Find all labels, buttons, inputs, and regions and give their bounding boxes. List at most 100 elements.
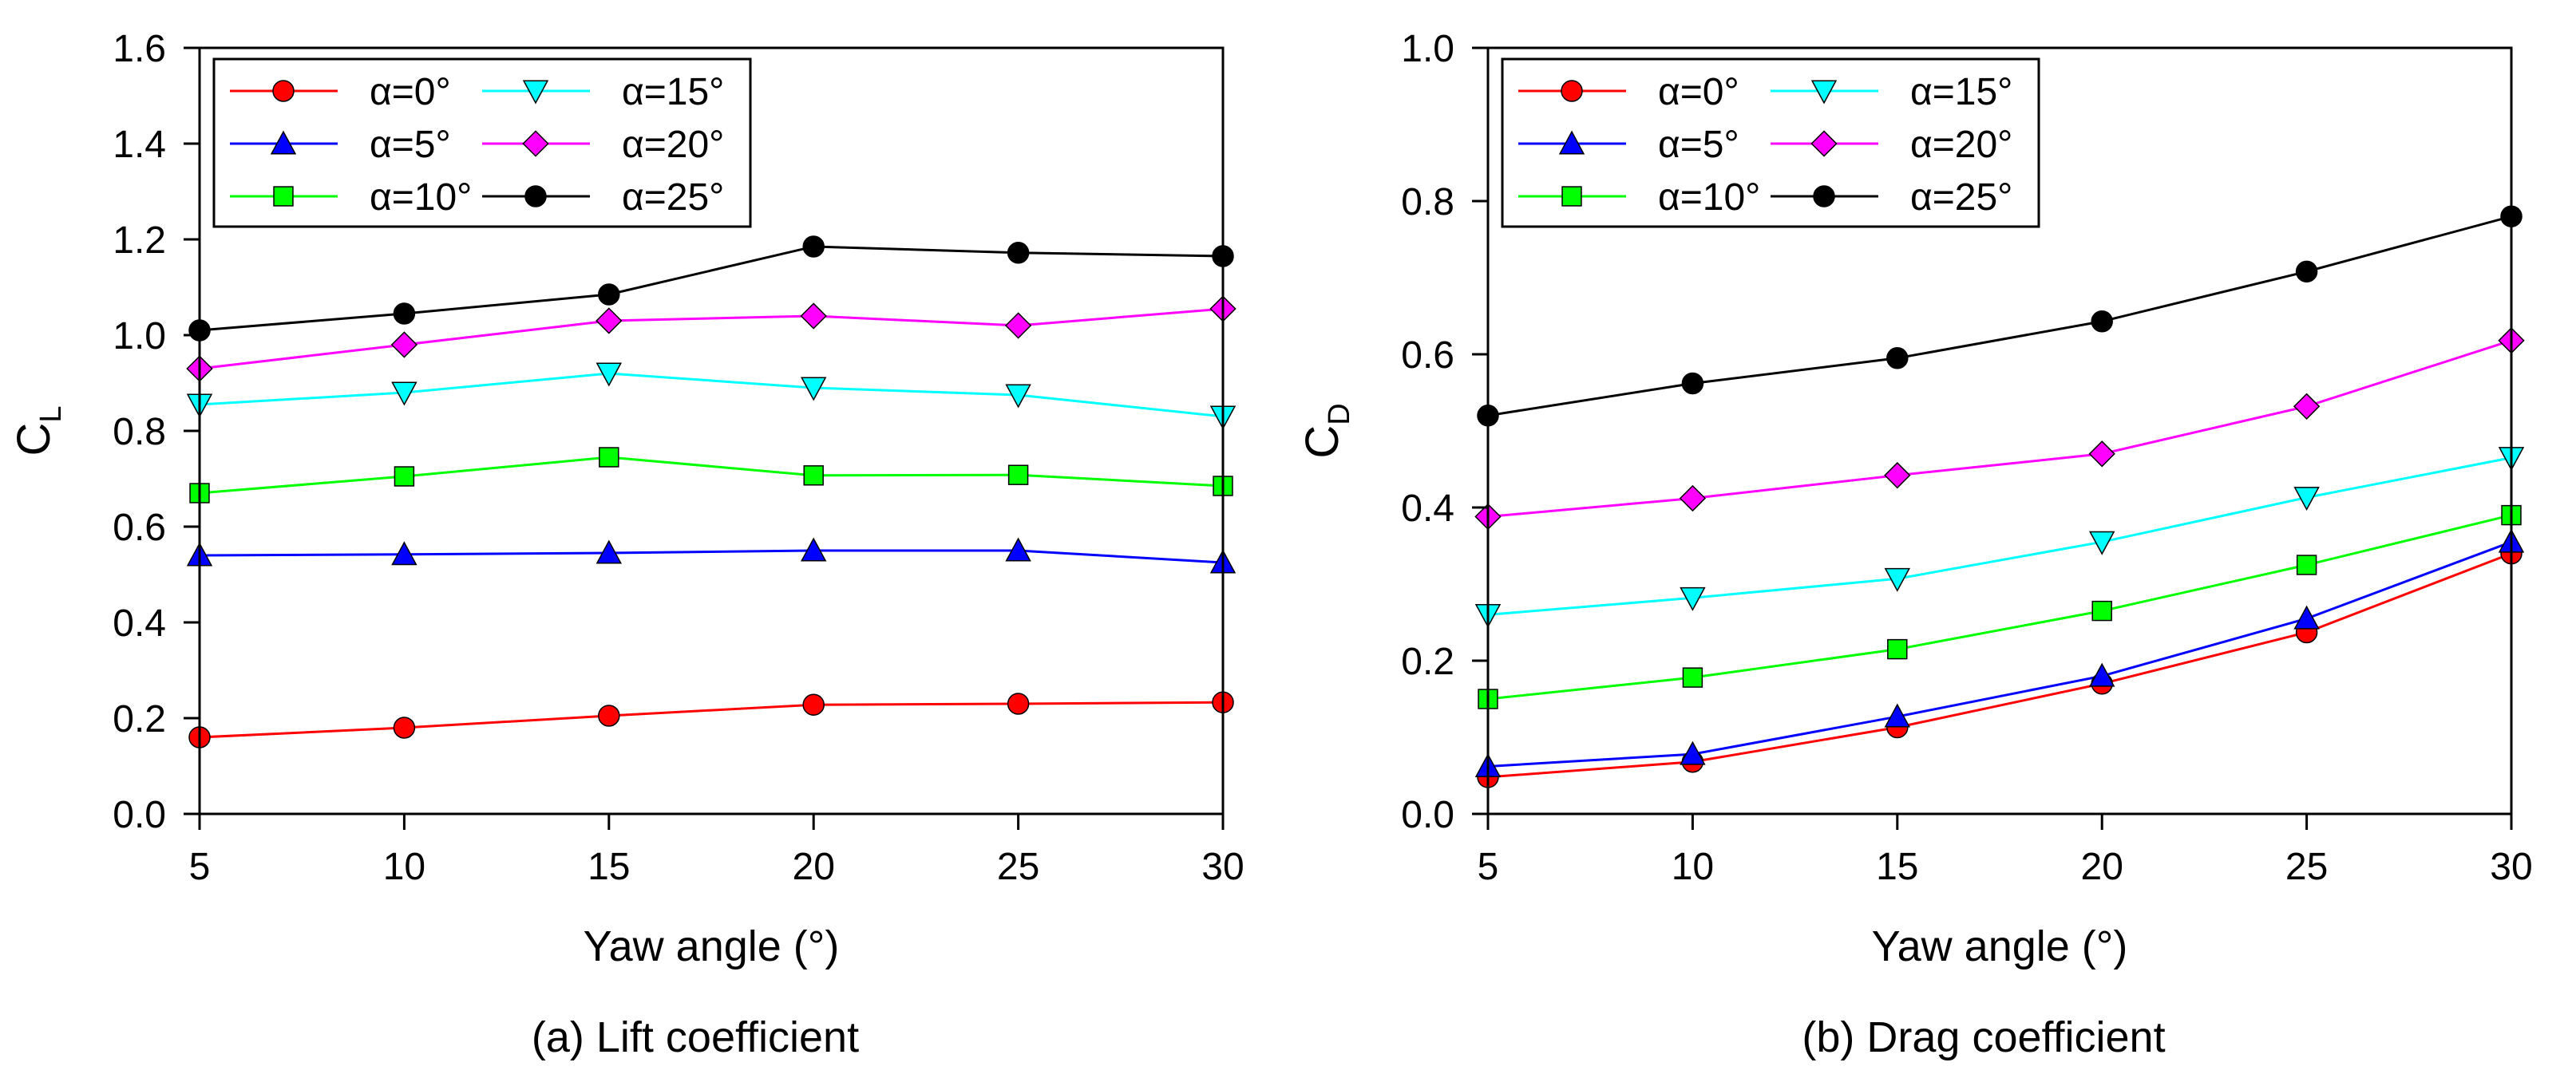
drag-data-point-3-4 <box>2293 487 2320 511</box>
drag-plot-area <box>1474 205 2525 788</box>
drag-legend-marker-4 <box>1810 130 1838 157</box>
drag-y-tick-label-3: 0.6 <box>1401 334 1454 377</box>
lift-data-point-4-1 <box>390 331 418 358</box>
drag-data-point-5-2 <box>1886 347 1909 369</box>
drag-y-tick-label-5: 1.0 <box>1401 28 1454 70</box>
drag-x-tick-label-3: 20 <box>2081 846 2123 888</box>
lift-data-point-2-4 <box>1007 464 1029 485</box>
lift-data-point-1-2 <box>596 539 623 564</box>
drag-series-line-3 <box>1487 456 2512 616</box>
lift-data-point-3-2 <box>596 362 623 387</box>
drag-data-point-1-3 <box>2088 662 2115 687</box>
drag-legend-label-1: α=5° <box>1658 124 1739 166</box>
lift-data-point-4-2 <box>596 307 623 334</box>
lift-legend-marker-0 <box>272 80 295 102</box>
lift-coefficient-chart: 5 10 15 20 25 30 0.0 0.2 0.4 0.6 0.8 1.0 1.2 1.4 1.6 Ya… <box>0 0 1288 1082</box>
lift-x-tick-label-5: 30 <box>1201 846 1244 888</box>
lift-data-point-0-1 <box>393 717 416 739</box>
drag-plot-frame <box>1486 46 2513 815</box>
lift-legend-label-1: α=5° <box>370 124 451 166</box>
drag-series-line-5 <box>1487 215 2512 417</box>
drag-data-point-3-1 <box>1680 586 1706 611</box>
lift-y-tick-label-7: 1.4 <box>113 124 166 166</box>
drag-data-point-2-4 <box>2296 555 2317 575</box>
drag-legend: α=0° α=5° α=10° α=15° α=20° α=25° <box>1501 57 2040 228</box>
lift-data-point-0-3 <box>802 693 825 716</box>
drag-legend-marker-5 <box>1813 185 1835 207</box>
lift-legend-marker-1 <box>270 130 297 155</box>
drag-data-point-3-3 <box>2088 531 2115 555</box>
drag-legend-marker-0 <box>1561 80 1583 102</box>
lift-y-tick-label-5: 1.0 <box>113 315 166 357</box>
drag-x-axis-label: Yaw angle (°) <box>1872 922 2128 970</box>
drag-legend-marker-1 <box>1558 130 1585 155</box>
lift-y-tick-label-1: 0.2 <box>113 698 166 740</box>
lift-x-tick-label-0: 5 <box>189 846 211 888</box>
lift-y-tick-label-4: 0.8 <box>113 411 166 453</box>
lift-series-line-2 <box>199 456 1224 495</box>
lift-y-tick-label-6: 1.2 <box>113 219 166 262</box>
lift-data-point-4-4 <box>1004 312 1032 339</box>
lift-legend-marker-4 <box>522 130 549 157</box>
drag-legend-marker-2 <box>1561 186 1582 207</box>
drag-series-line-2 <box>1487 514 2512 701</box>
lift-x-tick-label-1: 10 <box>383 846 425 888</box>
lift-data-point-1-3 <box>800 537 827 562</box>
drag-chart-svg: 5 10 15 20 25 30 0.0 0.2 0.4 0.6 0.8 1.0 Yaw angle (… <box>1296 28 2533 1061</box>
lift-data-point-3-1 <box>391 381 417 406</box>
drag-x-tick-label-1: 10 <box>1672 846 1714 888</box>
lift-data-point-2-3 <box>803 465 824 486</box>
drag-data-point-4-1 <box>1679 484 1707 512</box>
drag-data-point-5-1 <box>1681 372 1704 395</box>
drag-y-tick-label-1: 0.2 <box>1401 641 1454 683</box>
drag-coefficient-chart: 5 10 15 20 25 30 0.0 0.2 0.4 0.6 0.8 1.0 Yaw angle (… <box>1288 0 2576 1082</box>
lift-data-point-2-2 <box>599 447 619 468</box>
drag-series-line-1 <box>1487 540 2512 768</box>
lift-legend-label-3: α=15° <box>622 71 724 113</box>
lift-legend-label-5: α=25° <box>622 176 724 219</box>
lift-legend-marker-3 <box>522 80 549 105</box>
drag-y-tick-label-2: 0.4 <box>1401 488 1454 530</box>
drag-data-point-1-1 <box>1680 740 1706 765</box>
drag-caption: (b) Drag coefficient <box>1802 1013 2165 1061</box>
lift-data-point-5-2 <box>598 283 620 306</box>
lift-data-point-5-3 <box>802 235 825 258</box>
lift-series-line-0 <box>199 701 1224 739</box>
drag-data-point-3-2 <box>1884 567 1911 592</box>
lift-data-point-1-1 <box>391 541 417 566</box>
lift-y-axis-label: CL <box>8 405 68 456</box>
drag-data-point-2-3 <box>2091 600 2112 622</box>
drag-x-tick-label-2: 15 <box>1876 846 1918 888</box>
lift-legend-label-0: α=0° <box>370 71 451 113</box>
drag-x-tick-label-0: 5 <box>1478 846 1499 888</box>
lift-legend-label-2: α=10° <box>370 176 472 219</box>
drag-x-tick-label-5: 30 <box>2490 846 2532 888</box>
lift-x-axis-label: Yaw angle (°) <box>584 922 840 970</box>
drag-y-tick-label-4: 0.8 <box>1401 181 1454 223</box>
drag-legend-label-5: α=25° <box>1910 176 2012 219</box>
lift-data-point-5-1 <box>393 302 416 325</box>
drag-data-point-5-4 <box>2295 260 2318 283</box>
drag-data-point-5-3 <box>2091 310 2113 333</box>
drag-data-point-2-2 <box>1887 638 1908 660</box>
lift-legend-marker-2 <box>273 186 294 207</box>
lift-series-line-1 <box>199 549 1224 564</box>
lift-legend-marker-5 <box>524 185 547 207</box>
lift-caption: (a) Lift coefficient <box>532 1013 859 1061</box>
lift-chart-svg: 5 10 15 20 25 30 0.0 0.2 0.4 0.6 0.8 1.0 1.2 1.4 1.6 Ya… <box>8 28 1244 1061</box>
drag-legend-label-4: α=20° <box>1910 124 2012 166</box>
drag-x-tick-label-4: 25 <box>2285 846 2328 888</box>
drag-y-tick-label-0: 0.0 <box>1401 794 1454 836</box>
lift-plot-area <box>186 235 1237 748</box>
lift-series-line-3 <box>199 372 1224 418</box>
lift-y-tick-label-8: 1.6 <box>113 28 166 70</box>
lift-data-point-5-4 <box>1007 242 1030 264</box>
drag-data-point-1-4 <box>2293 605 2320 630</box>
lift-y-tick-label-0: 0.0 <box>113 794 166 836</box>
drag-data-point-4-4 <box>2293 393 2321 420</box>
lift-series-line-5 <box>199 245 1224 332</box>
drag-series-line-0 <box>1487 552 2512 779</box>
lift-data-point-3-4 <box>1005 384 1031 409</box>
lift-data-point-0-4 <box>1007 693 1030 715</box>
drag-legend-label-3: α=15° <box>1910 71 2012 113</box>
